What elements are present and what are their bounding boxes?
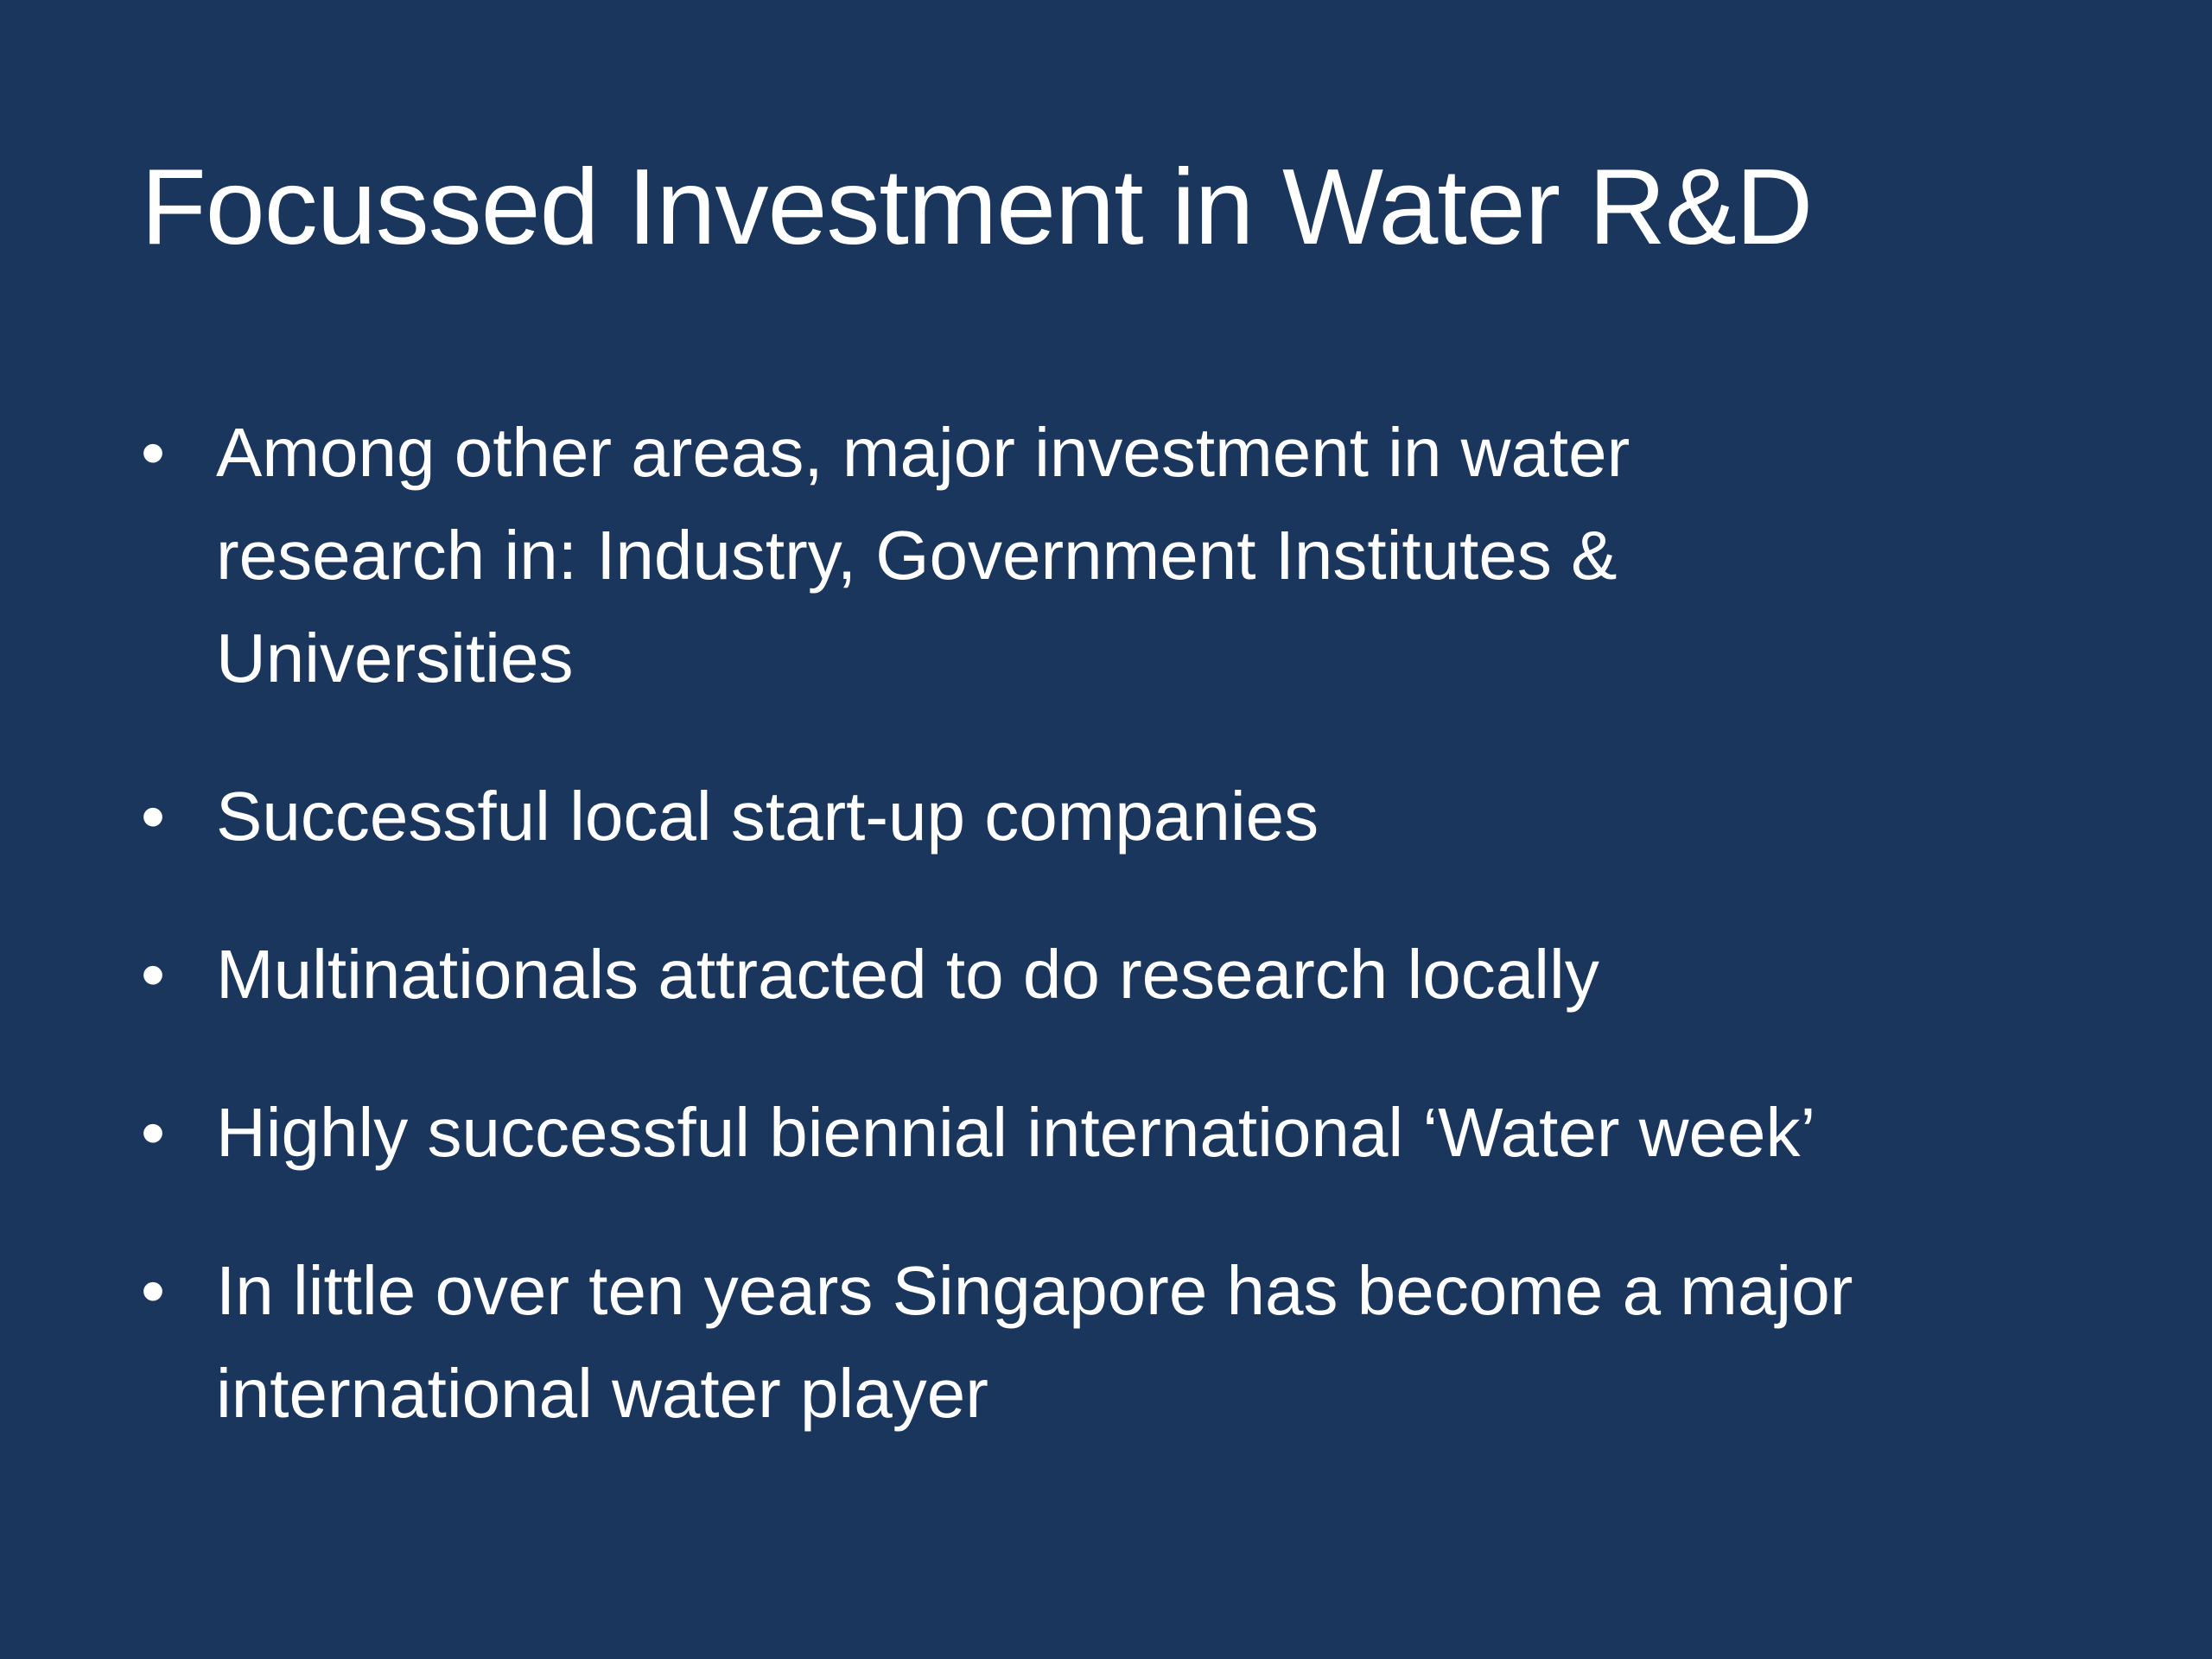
bullet-text-line: Universities (216, 620, 574, 696)
bullet-dot-icon: • (141, 1252, 166, 1329)
bullet-item: • In little over ten years Singapore has … (141, 1239, 1853, 1445)
bullet-item: • Highly successful biennial internationa… (141, 1081, 1853, 1184)
bullet-list: • Among other areas, major investment in … (141, 401, 1853, 1445)
bullet-item: • Among other areas, major investment in … (141, 401, 1853, 709)
bullet-item: • Multinationals attracted to do research… (141, 923, 1853, 1026)
slide-title: Focussed Investment in Water R&D (141, 148, 1813, 267)
bullet-text-line: Highly successful biennial international… (216, 1094, 1816, 1171)
bullet-item: • Successful local start-up companies (141, 765, 1853, 868)
bullet-text-line: In little over ten years Singapore has b… (216, 1252, 1853, 1329)
bullet-text-line: research in: Industry, Government Instit… (216, 517, 1618, 594)
bullet-dot-icon: • (141, 936, 166, 1013)
bullet-text-line: Successful local start-up companies (216, 778, 1319, 855)
bullet-text-line: Among other areas, major investment in w… (216, 414, 1630, 491)
bullet-dot-icon: • (141, 414, 166, 491)
bullet-dot-icon: • (141, 1094, 166, 1171)
bullet-dot-icon: • (141, 778, 166, 855)
bullet-text-line: international water player (216, 1355, 988, 1432)
bullet-text-line: Multinationals attracted to do research … (216, 936, 1599, 1013)
